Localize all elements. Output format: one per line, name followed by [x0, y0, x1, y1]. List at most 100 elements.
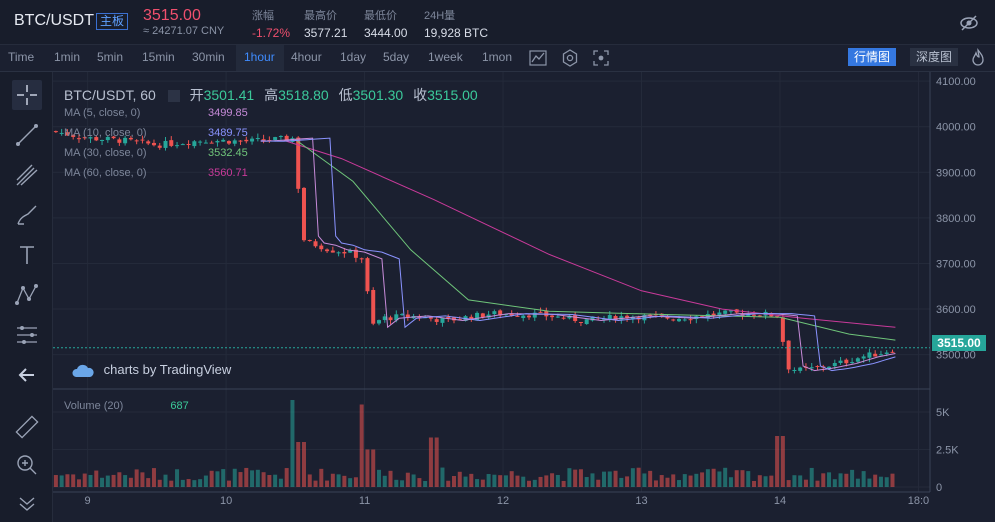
candle-body	[53, 131, 58, 133]
volume-bar	[59, 475, 64, 487]
candle-body	[832, 363, 837, 367]
candle-body	[82, 137, 87, 139]
candle-body	[330, 250, 335, 253]
candle-body	[873, 353, 878, 357]
volume-bars	[53, 400, 895, 487]
tradingview-branding[interactable]: charts by TradingView	[72, 362, 231, 378]
candle-body	[509, 313, 514, 316]
ma-legend-10: MA (10, close, 0) 3489.75	[64, 127, 248, 139]
price-chart[interactable]: 4100.00 4000.00 3900.00 3800.00 3700.00 3600.…	[53, 72, 995, 522]
volume-bar	[867, 478, 872, 487]
tf-5min[interactable]: 5min	[97, 50, 124, 64]
legend-settings-icon[interactable]	[167, 90, 180, 103]
volume-bar	[538, 476, 543, 487]
candle-body	[278, 135, 283, 137]
time-tick-label: 18:0	[908, 495, 929, 507]
flame-icon[interactable]	[968, 48, 988, 68]
volume-bar	[267, 475, 272, 487]
ma10-line	[260, 137, 896, 372]
candle-body	[590, 316, 595, 321]
volume-bar	[146, 478, 151, 487]
candle-body	[359, 258, 364, 260]
volume-bar	[573, 469, 578, 487]
crosshair-icon[interactable]	[12, 80, 42, 110]
candle-body	[440, 317, 445, 323]
more-tools-icon[interactable]	[12, 488, 42, 518]
tf-1min[interactable]: 1min	[54, 50, 81, 64]
volume-bar	[117, 472, 122, 487]
candle-body	[700, 316, 705, 318]
indicators-icon[interactable]	[528, 48, 548, 68]
pattern-icon[interactable]	[12, 280, 42, 310]
candlestick-series	[53, 128, 895, 374]
volume-bar	[769, 475, 774, 487]
fullscreen-icon[interactable]	[591, 48, 611, 68]
candle-body	[561, 317, 566, 319]
candle-body	[203, 142, 208, 144]
tf-5day[interactable]: 5day	[383, 50, 410, 64]
tf-30min[interactable]: 30min	[192, 50, 225, 64]
price-tick-label: 3800.00	[936, 213, 976, 225]
settings-gear-icon[interactable]	[560, 48, 580, 68]
candle-body	[94, 137, 99, 141]
time-tick-label: 10	[220, 495, 232, 507]
candle-body	[867, 352, 872, 358]
candle-body	[878, 354, 883, 356]
volume-bar	[544, 475, 549, 487]
candle-body	[827, 366, 832, 369]
candle-body	[105, 136, 110, 141]
tf-time[interactable]: Time	[8, 50, 35, 64]
ruler-icon[interactable]	[12, 412, 42, 442]
volume-bar	[746, 471, 751, 487]
tf-1hour[interactable]: 1hour	[244, 50, 275, 64]
tf-15min[interactable]: 15min	[142, 50, 175, 64]
volume-bar	[821, 473, 826, 487]
volume-bar	[255, 469, 260, 487]
candle-body	[336, 252, 341, 254]
brush-icon[interactable]	[12, 200, 42, 230]
volume-bar	[215, 471, 220, 487]
volume-bar	[273, 474, 278, 487]
candle-body	[613, 316, 618, 321]
volume-bar	[809, 467, 814, 487]
text-tool-icon[interactable]	[12, 240, 42, 270]
tf-1day[interactable]: 1day	[340, 50, 367, 64]
volume-bar	[209, 470, 214, 487]
volume-bar	[723, 467, 728, 487]
hide-eye-icon[interactable]	[959, 13, 979, 33]
volume-bar	[480, 479, 485, 487]
candle-body	[325, 249, 330, 252]
volume-bar	[625, 476, 630, 487]
volume-bar	[76, 479, 81, 487]
zoom-in-icon[interactable]	[12, 450, 42, 480]
pitchfork-icon[interactable]	[12, 160, 42, 190]
volume-bar	[827, 472, 832, 487]
back-arrow-icon[interactable]	[12, 360, 42, 390]
candle-body	[780, 317, 785, 342]
candle-body	[532, 312, 537, 318]
volume-bar	[682, 474, 687, 487]
candle-body	[578, 322, 583, 324]
tf-1mon[interactable]: 1mon	[482, 50, 513, 64]
volume-bar	[717, 471, 722, 487]
stat-change: 涨幅 -1.72%	[252, 10, 291, 40]
kline-view-button[interactable]: 行情图	[848, 48, 897, 66]
candle-body	[665, 316, 670, 319]
volume-bar	[873, 474, 878, 487]
volume-bar	[486, 474, 491, 487]
trend-line-icon[interactable]	[12, 120, 42, 150]
time-tick-label: 12	[497, 495, 509, 507]
prediction-icon[interactable]	[12, 320, 42, 350]
candle-body	[844, 359, 849, 364]
volume-legend: Volume (20) 687	[64, 400, 189, 412]
volume-bar	[613, 470, 618, 487]
tf-1week[interactable]: 1week	[428, 50, 463, 64]
candle-body	[538, 311, 543, 313]
legend-symbol: BTC/USDT, 60	[64, 87, 156, 103]
tf-4hour[interactable]: 4hour	[291, 50, 322, 64]
volume-bar	[163, 474, 168, 487]
candle-body	[290, 138, 295, 142]
depth-view-button[interactable]: 深度图	[910, 48, 959, 66]
candle-body	[503, 314, 508, 316]
pair-title[interactable]: BTC/USDT	[14, 12, 94, 29]
